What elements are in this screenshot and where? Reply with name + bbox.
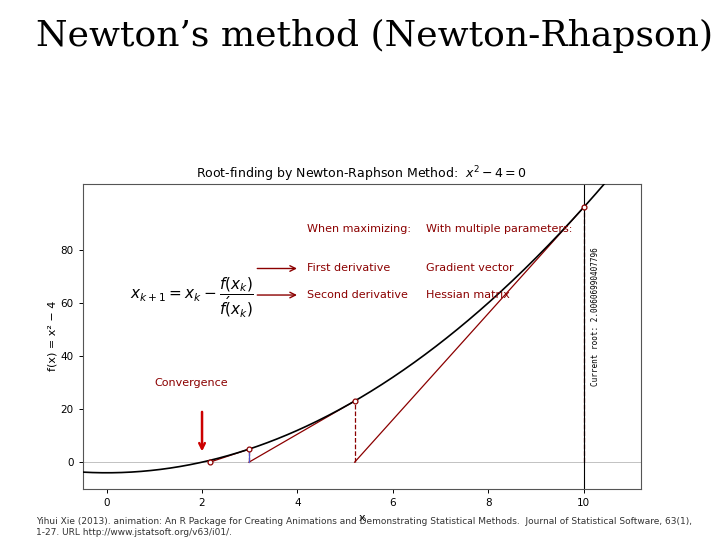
- Title: Root-finding by Newton-Raphson Method:  $x^2-4=0$: Root-finding by Newton-Raphson Method: $…: [197, 164, 527, 184]
- Text: Convergence: Convergence: [154, 377, 228, 388]
- Text: Current root: 2.00606990407796: Current root: 2.00606990407796: [590, 247, 600, 386]
- Text: With multiple parameters:: With multiple parameters:: [426, 224, 572, 234]
- Text: Second derivative: Second derivative: [307, 290, 408, 300]
- Y-axis label: f(x) = x² − 4: f(x) = x² − 4: [48, 301, 58, 372]
- Text: $x_{k+1} = x_k - \dfrac{f(x_k)}{f\'(x_k)}$: $x_{k+1} = x_k - \dfrac{f(x_k)}{f\'(x_k)…: [130, 275, 254, 320]
- Text: First derivative: First derivative: [307, 264, 390, 273]
- Text: Yihui Xie (2013). animation: An R Package for Creating Animations and Demonstrat: Yihui Xie (2013). animation: An R Packag…: [36, 516, 692, 537]
- Text: Gradient vector: Gradient vector: [426, 264, 514, 273]
- Text: Hessian matrix: Hessian matrix: [426, 290, 510, 300]
- Text: When maximizing:: When maximizing:: [307, 224, 411, 234]
- Text: Newton’s method (Newton-Rhapson): Newton’s method (Newton-Rhapson): [36, 19, 713, 53]
- X-axis label: x: x: [359, 514, 365, 523]
